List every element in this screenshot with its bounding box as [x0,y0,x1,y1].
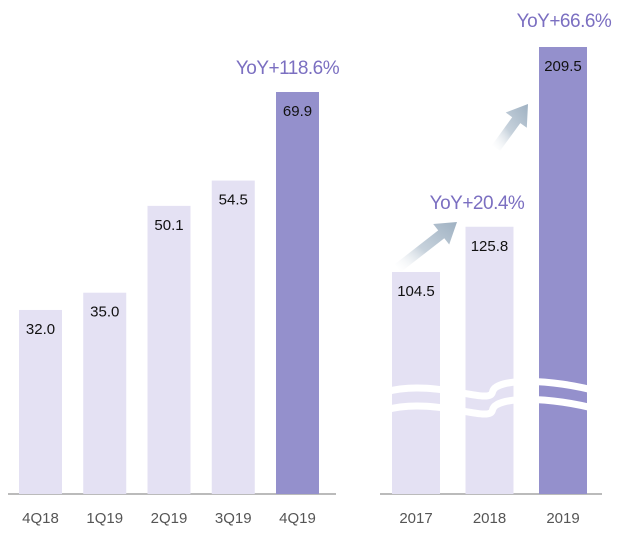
tick-label-2017: 2017 [399,510,432,527]
value-label-4Q19: 69.9 [283,103,312,120]
yoy-annotation-2018: YoY+20.4% [430,193,525,214]
value-label-2Q19: 50.1 [154,217,183,234]
quarterly-chart: 32.0 4Q18 35.0 1Q19 50.1 2Q19 54.5 3Q19 69.9 4Q19… [8,58,340,527]
value-label-1Q19: 35.0 [90,304,119,321]
value-label-4Q18: 32.0 [26,321,55,338]
bar-2017 [392,272,440,494]
bar-2Q19 [147,205,191,494]
bar-4Q18 [19,309,62,494]
axis-break-bottom [384,396,601,418]
axis-break-top [384,378,601,400]
bar-4Q19 [276,92,319,494]
growth-arrow-2 [492,104,528,151]
value-label-3Q19: 54.5 [219,192,248,209]
bar-1Q19 [83,292,127,494]
tick-label-3Q19: 3Q19 [215,510,252,527]
bar-3Q19 [211,180,255,494]
tick-label-1Q19: 1Q19 [86,510,123,527]
value-label-2019: 209.5 [544,58,582,75]
tick-label-2019: 2019 [546,510,579,527]
tick-label-2018: 2018 [473,510,506,527]
tick-label-2Q19: 2Q19 [151,510,188,527]
yoy-annotation: YoY+118.6% [236,58,340,79]
annual-chart: 104.5 2017 125.8 2018 209.5 2019 YoY+20.4% YoY+… [380,11,612,527]
growth-arrow-1 [394,222,457,272]
yoy-annotation-2019: YoY+66.6% [517,11,612,32]
value-label-2018: 125.8 [471,238,509,255]
value-label-2017: 104.5 [397,283,435,300]
bar-2019 [539,47,587,494]
bar-2018 [465,226,514,494]
tick-label-4Q18: 4Q18 [22,510,59,527]
tick-label-4Q19: 4Q19 [279,510,316,527]
